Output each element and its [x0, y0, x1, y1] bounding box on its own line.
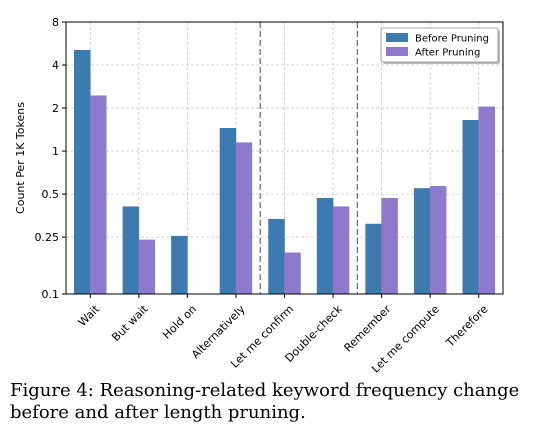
bar-after [138, 239, 156, 294]
y-tick-label: 0.1 [42, 288, 60, 301]
bar-after [332, 206, 350, 294]
y-tick-label: 1 [52, 145, 59, 158]
y-tick-label: 8 [52, 16, 59, 29]
bars [74, 49, 495, 294]
x-tick-label: Therefore [443, 302, 491, 350]
legend-swatch [386, 33, 408, 42]
bar-after [478, 106, 495, 294]
x-tick-label: Remember [341, 302, 393, 354]
keyword-frequency-chart: 0.1 0.25 0.5 1 2 4 8 Wait But wait Hold onAltern… [14, 16, 504, 375]
legend-swatch [386, 47, 408, 56]
y-tick-label: 2 [52, 102, 59, 115]
y-axis-title: Count Per 1K Tokens [14, 102, 27, 214]
bar-after [90, 95, 107, 294]
x-tick-label: Wait [76, 302, 103, 329]
bar-before [413, 188, 431, 294]
bar-before [365, 223, 382, 294]
bar-after [284, 252, 301, 294]
y-axis-ticks: 0.1 0.25 0.5 1 2 4 8 [35, 16, 66, 301]
bar-before [171, 235, 188, 294]
y-tick-label: 4 [52, 59, 59, 72]
bar-before [74, 49, 91, 294]
bar-after [429, 185, 447, 294]
legend-box [380, 27, 499, 63]
bar-before [122, 206, 140, 294]
bar-before [316, 197, 334, 294]
legend: Before Pruning After Pruning [380, 27, 500, 64]
legend-label: After Pruning [415, 48, 480, 59]
bar-before [219, 128, 237, 294]
figure-caption: Figure 4: Reasoning-related keyword freq… [10, 380, 520, 423]
x-tick-label: Hold on [160, 303, 199, 342]
x-tick-label: But wait [109, 302, 151, 344]
bar-after [235, 142, 253, 294]
legend-label: Before Pruning [415, 34, 489, 45]
bar-after [381, 197, 398, 294]
group-separators [259, 22, 358, 294]
bar-before [462, 119, 479, 294]
y-tick-label: 0.25 [35, 231, 60, 244]
y-tick-label: 0.5 [42, 188, 60, 201]
bar-before [268, 218, 285, 294]
